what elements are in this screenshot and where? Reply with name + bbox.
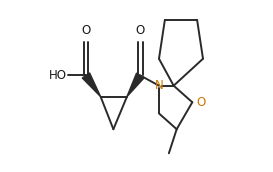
Text: O: O xyxy=(196,96,206,109)
Text: O: O xyxy=(136,24,145,37)
Text: O: O xyxy=(81,24,91,37)
Text: HO: HO xyxy=(49,69,67,82)
Text: N: N xyxy=(155,79,163,92)
Polygon shape xyxy=(127,73,144,97)
Polygon shape xyxy=(82,73,101,97)
